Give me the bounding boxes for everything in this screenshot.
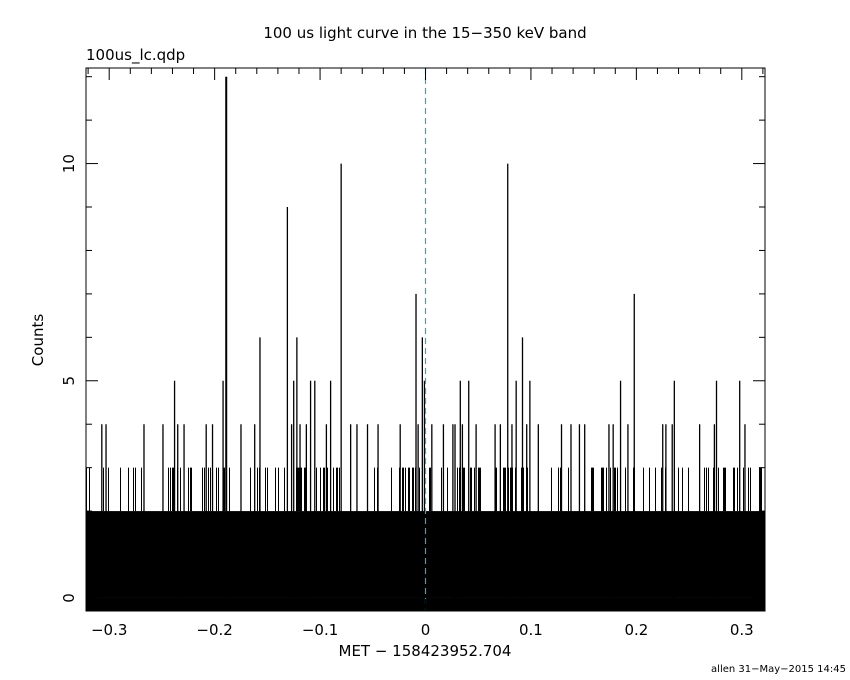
x-tick-label: −0.3 xyxy=(91,621,127,639)
x-tick-label: −0.1 xyxy=(302,621,338,639)
chart-title: 100 us light curve in the 15−350 keV ban… xyxy=(263,24,586,42)
footer-stamp: allen 31−May−2015 14:45 xyxy=(711,664,846,675)
y-tick-label: 5 xyxy=(60,376,78,386)
x-tick-label: 0.3 xyxy=(730,621,754,639)
chart-subtitle: 100us_lc.qdp xyxy=(86,46,185,65)
x-tick-label: 0.2 xyxy=(624,621,648,639)
x-tick-label: 0.1 xyxy=(519,621,543,639)
x-tick-label: 0 xyxy=(421,621,431,639)
x-tick-label: −0.2 xyxy=(196,621,232,639)
plot-axes: −0.3 −0.2 −0.1 0 0.1 0.2 0.3 0 5 10 xyxy=(60,67,766,639)
y-tick-label: 0 xyxy=(60,593,78,603)
y-axis-label: Counts xyxy=(29,314,47,367)
y-tick-label: 10 xyxy=(60,154,78,173)
x-axis-label: MET − 158423952.704 xyxy=(339,642,512,660)
